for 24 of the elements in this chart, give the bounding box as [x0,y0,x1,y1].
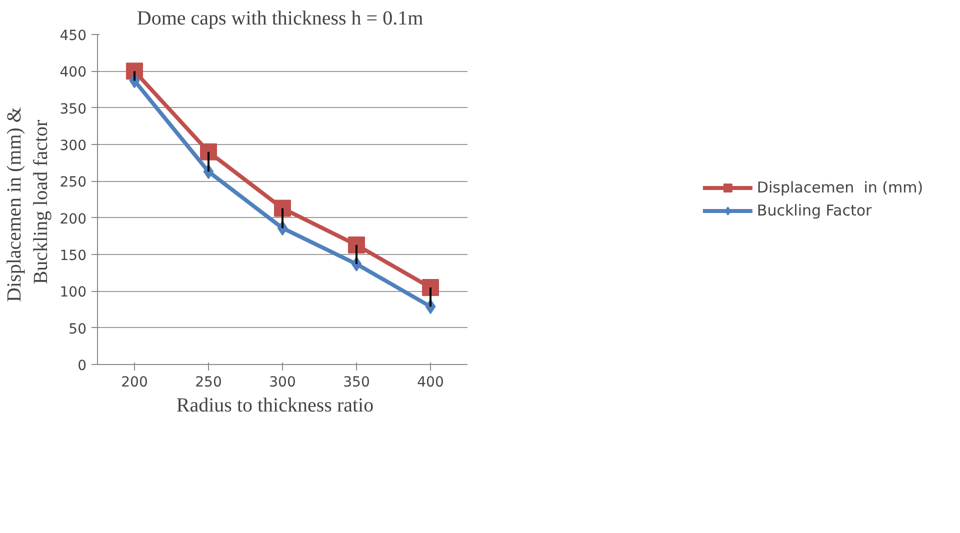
y-tick-label: 150 [60,248,87,264]
y-tick-label: 350 [60,101,87,118]
x-axis-title: Radius to thickness ratio [176,394,374,416]
point [200,143,217,160]
x-tick-label: 200 [121,374,148,390]
y-tick-label: 50 [68,321,87,338]
y-tick-label: 300 [60,138,87,154]
x-tick-label: 300 [269,374,296,390]
y-tick-label: 450 [60,28,87,44]
y-tick-label: 400 [60,64,87,81]
point [348,236,365,254]
legend-label: Displacemen in (mm) [756,178,924,196]
chart-title: Dome caps with thickness h = 0.1m [136,8,424,30]
x-tick-label: 250 [195,374,222,390]
y-tick-label: 250 [60,174,87,191]
x-tick-label: 400 [417,374,444,390]
y-tick-label: 0 [78,358,87,374]
y-tick-label: 100 [60,284,87,301]
y-axis-title: Displacemen in (mm) & Buckling load factor [3,106,52,302]
point [274,200,291,217]
legend-label: Buckling Factor [756,202,872,220]
y-tick-label: 200 [60,211,87,228]
point [422,279,439,296]
x-tick-label: 350 [343,374,370,390]
